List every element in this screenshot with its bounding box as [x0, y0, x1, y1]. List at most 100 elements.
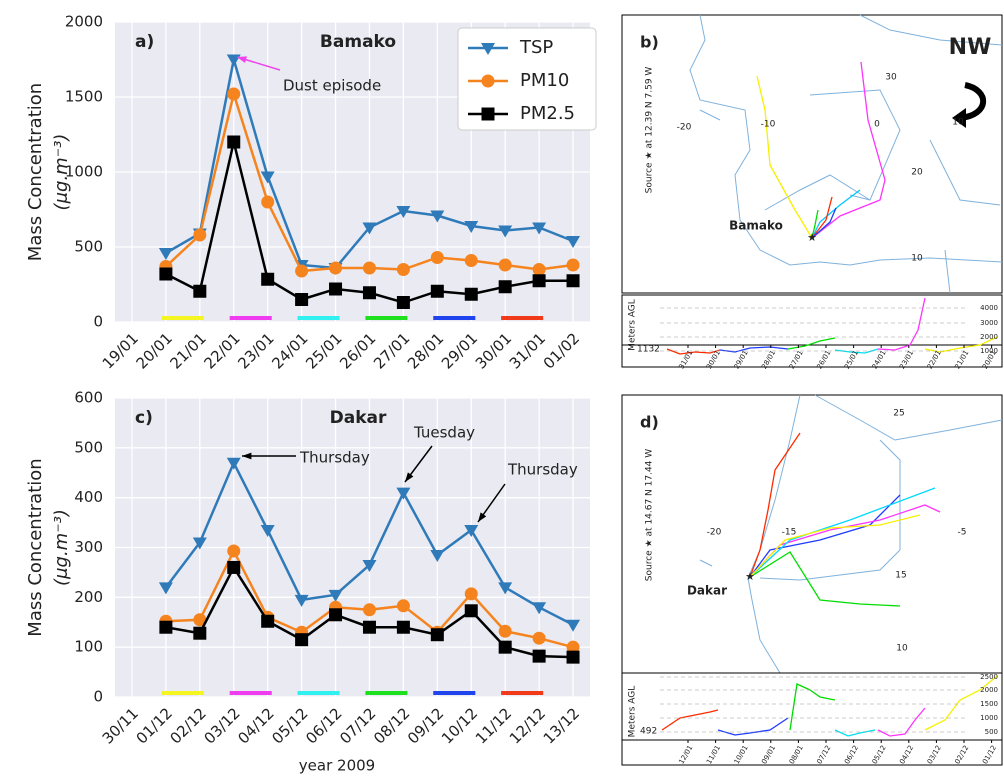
- trajectory: [749, 494, 901, 578]
- marker: [329, 282, 343, 296]
- map-b: [621, 14, 1003, 368]
- map-frame: [621, 14, 1003, 294]
- y-axis-label: Mass Concentration: [25, 458, 46, 636]
- marker: [362, 261, 376, 275]
- marker: [362, 286, 376, 300]
- profile-frame: [621, 672, 1003, 766]
- legend-box: [457, 27, 597, 131]
- marker: [294, 594, 309, 607]
- marker: [498, 258, 512, 272]
- marker: [430, 251, 444, 264]
- trajectory: [811, 209, 819, 239]
- marker: [362, 603, 376, 617]
- marker: [227, 560, 241, 574]
- panel-label: d): [640, 413, 659, 432]
- y-tick-label: 500: [74, 438, 103, 456]
- marker: [464, 254, 478, 267]
- lon-label: -10: [761, 120, 776, 130]
- marker: [158, 248, 173, 260]
- direction-arrow-head: [952, 108, 966, 128]
- panel-label: a): [135, 32, 154, 52]
- y-tick-label: 500: [74, 238, 103, 256]
- marker: [464, 221, 479, 233]
- height-label: 3000: [980, 319, 998, 327]
- lat-label: 10: [911, 254, 923, 264]
- annotation: Thursday: [299, 449, 370, 467]
- marker: [566, 236, 581, 248]
- marker: [295, 264, 309, 278]
- marker: [396, 296, 410, 309]
- lon-label: 10: [952, 118, 964, 128]
- marker: [396, 620, 410, 634]
- height-label: 1500: [980, 700, 998, 708]
- marker: [464, 525, 479, 538]
- lon-label: 0: [874, 120, 880, 130]
- profile-line: [834, 729, 876, 737]
- x-tick-label: 10/12: [438, 704, 481, 747]
- start-height: 1132: [637, 345, 660, 355]
- annotation-arrowhead: [405, 472, 414, 482]
- y-tick-label: 1000: [65, 163, 103, 181]
- marker: [227, 87, 241, 101]
- x-tick-label: 12/12: [506, 704, 549, 747]
- annotation-arrowhead: [237, 56, 247, 64]
- x-tick-label: 23/01: [234, 329, 277, 372]
- panel-label: b): [640, 33, 659, 52]
- marker: [227, 544, 241, 558]
- marker: [295, 633, 309, 647]
- marker: [362, 559, 377, 572]
- marker: [498, 624, 512, 638]
- marker: [227, 135, 241, 149]
- profile-label: Meters AGL: [628, 299, 638, 351]
- legend-label: PM2.5: [520, 103, 575, 124]
- x-tick-label: 24/01: [268, 329, 311, 372]
- y-tick-label: 300: [74, 538, 103, 556]
- height-label: 2000: [980, 333, 998, 341]
- marker: [396, 599, 410, 613]
- x-tick-label: 01/12: [133, 704, 176, 747]
- coastline: [689, 14, 1003, 266]
- profile-line: [877, 297, 926, 351]
- chart-title: Bamako: [320, 32, 396, 52]
- marker: [329, 261, 343, 275]
- trajectory: [749, 551, 901, 607]
- marker: [261, 614, 275, 628]
- marker: [329, 608, 343, 622]
- height-label: 2500: [980, 673, 998, 681]
- marker: [158, 582, 173, 595]
- marker: [498, 225, 513, 238]
- y-axis-unit: (μg.m⁻³): [51, 509, 72, 586]
- marker: [498, 582, 513, 595]
- x-tick-label: 20/01: [133, 329, 176, 372]
- city-label: Dakar: [687, 584, 727, 598]
- marker: [396, 487, 411, 500]
- profile-line: [666, 348, 721, 355]
- x-tick-label: 22/01: [200, 329, 243, 372]
- x-tick-label: 02/12: [167, 704, 210, 747]
- x-tick-label: 11/12: [472, 704, 515, 747]
- marker: [430, 628, 444, 642]
- lat-label: 25: [893, 409, 904, 419]
- x-tick-label: 08/12: [370, 704, 413, 747]
- marker: [430, 549, 445, 562]
- x-tick-label: 25/01: [302, 329, 345, 372]
- x-tick-label: 03/12: [200, 704, 243, 747]
- marker: [481, 107, 495, 121]
- x-tick-label: 07/12: [336, 704, 379, 747]
- marker: [498, 280, 512, 294]
- marker: [362, 222, 377, 235]
- profile-line: [924, 675, 998, 731]
- y-tick-label: 100: [74, 638, 103, 656]
- direction-arrow: [959, 82, 987, 121]
- source-star: ★: [745, 570, 755, 583]
- trajectory: [811, 207, 837, 239]
- profile-line: [661, 709, 719, 731]
- marker: [532, 602, 547, 615]
- marker: [261, 272, 275, 286]
- marker: [226, 457, 241, 470]
- annotation-arrowhead: [478, 512, 487, 522]
- x-tick-label: 28/01: [404, 329, 447, 372]
- direction-label: NW: [949, 35, 992, 60]
- source-star: ★: [807, 231, 817, 244]
